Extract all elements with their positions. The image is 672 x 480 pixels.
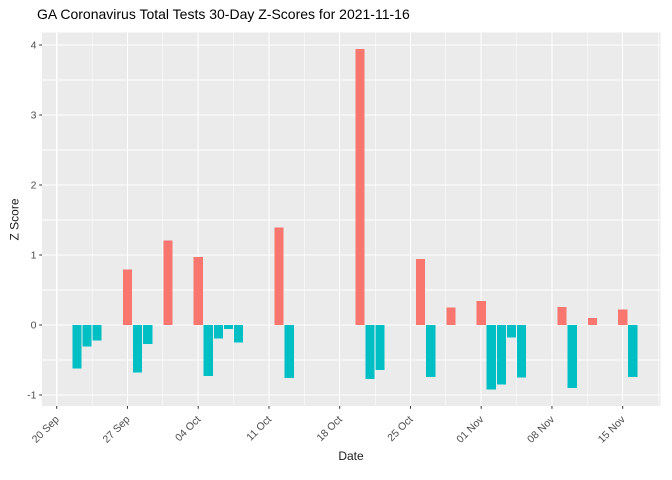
bar-2021-09-28 (132, 325, 143, 373)
x-tick-label: 25 Oct (385, 414, 415, 444)
major-gridlines (42, 32, 661, 406)
bars-group (72, 49, 638, 390)
bar-2021-10-07 (223, 325, 234, 330)
bar-2021-10-27 (426, 325, 436, 377)
bar-2021-11-12 (587, 318, 597, 325)
bar-2021-10-22 (375, 325, 385, 370)
bar-2021-11-09 (557, 306, 567, 325)
y-tick-label: 2 (31, 180, 37, 192)
bar-2021-10-26 (415, 259, 426, 325)
chart-title: GA Coronavirus Total Tests 30-Day Z-Scor… (37, 6, 410, 22)
bar-2021-11-16 (628, 325, 638, 377)
x-tick-label: 04 Oct (173, 414, 203, 444)
x-tick-label: 15 Nov (596, 413, 629, 446)
bar-2021-09-29 (143, 325, 153, 344)
minor-gridlines (42, 32, 661, 406)
bar-2021-09-22 (72, 325, 82, 369)
bar-2021-11-01 (476, 301, 486, 325)
bar-2021-11-03 (496, 325, 507, 385)
bar-2021-10-08 (234, 325, 244, 343)
x-tick-label: 01 Nov (454, 413, 487, 446)
bar-2021-11-15 (618, 309, 628, 325)
bar-2021-11-04 (506, 325, 517, 338)
bar-2021-09-24 (92, 325, 102, 341)
y-axis: -1 0 1 2 3 4 (27, 40, 42, 402)
bar-2021-10-29 (446, 307, 456, 325)
bar-2021-11-10 (567, 325, 577, 388)
x-tick-label: 08 Nov (525, 413, 558, 446)
x-tick-label: 27 Sep (101, 414, 133, 446)
bar-2021-10-06 (213, 325, 224, 339)
y-tick-label: 4 (31, 40, 37, 52)
y-tick-label: 1 (31, 250, 37, 262)
y-tick-label: 3 (31, 110, 37, 122)
x-axis-title: Date (338, 449, 364, 463)
bar-2021-09-27 (122, 269, 133, 325)
x-axis: 20 Sep 27 Sep 04 Oct 11 Oct 18 Oct 25 Oct 01 N… (30, 406, 629, 446)
x-tick-label: 11 Oct (244, 414, 274, 444)
bar-2021-10-20 (355, 49, 365, 325)
bar-2021-11-05 (517, 325, 527, 378)
bar-2021-09-23 (82, 325, 92, 347)
x-tick-label: 20 Sep (30, 414, 62, 446)
bar-2021-10-13 (284, 325, 294, 379)
bar-2021-10-21 (365, 325, 375, 379)
bar-2021-10-12 (274, 227, 284, 325)
x-tick-label: 18 Oct (314, 414, 344, 444)
y-tick-label: -1 (27, 390, 36, 402)
bar-2021-10-01 (163, 240, 173, 325)
bar-2021-10-05 (203, 325, 213, 377)
y-tick-label: 0 (31, 320, 37, 332)
bar-2021-11-02 (486, 325, 496, 390)
bar-2021-10-04 (193, 257, 203, 325)
